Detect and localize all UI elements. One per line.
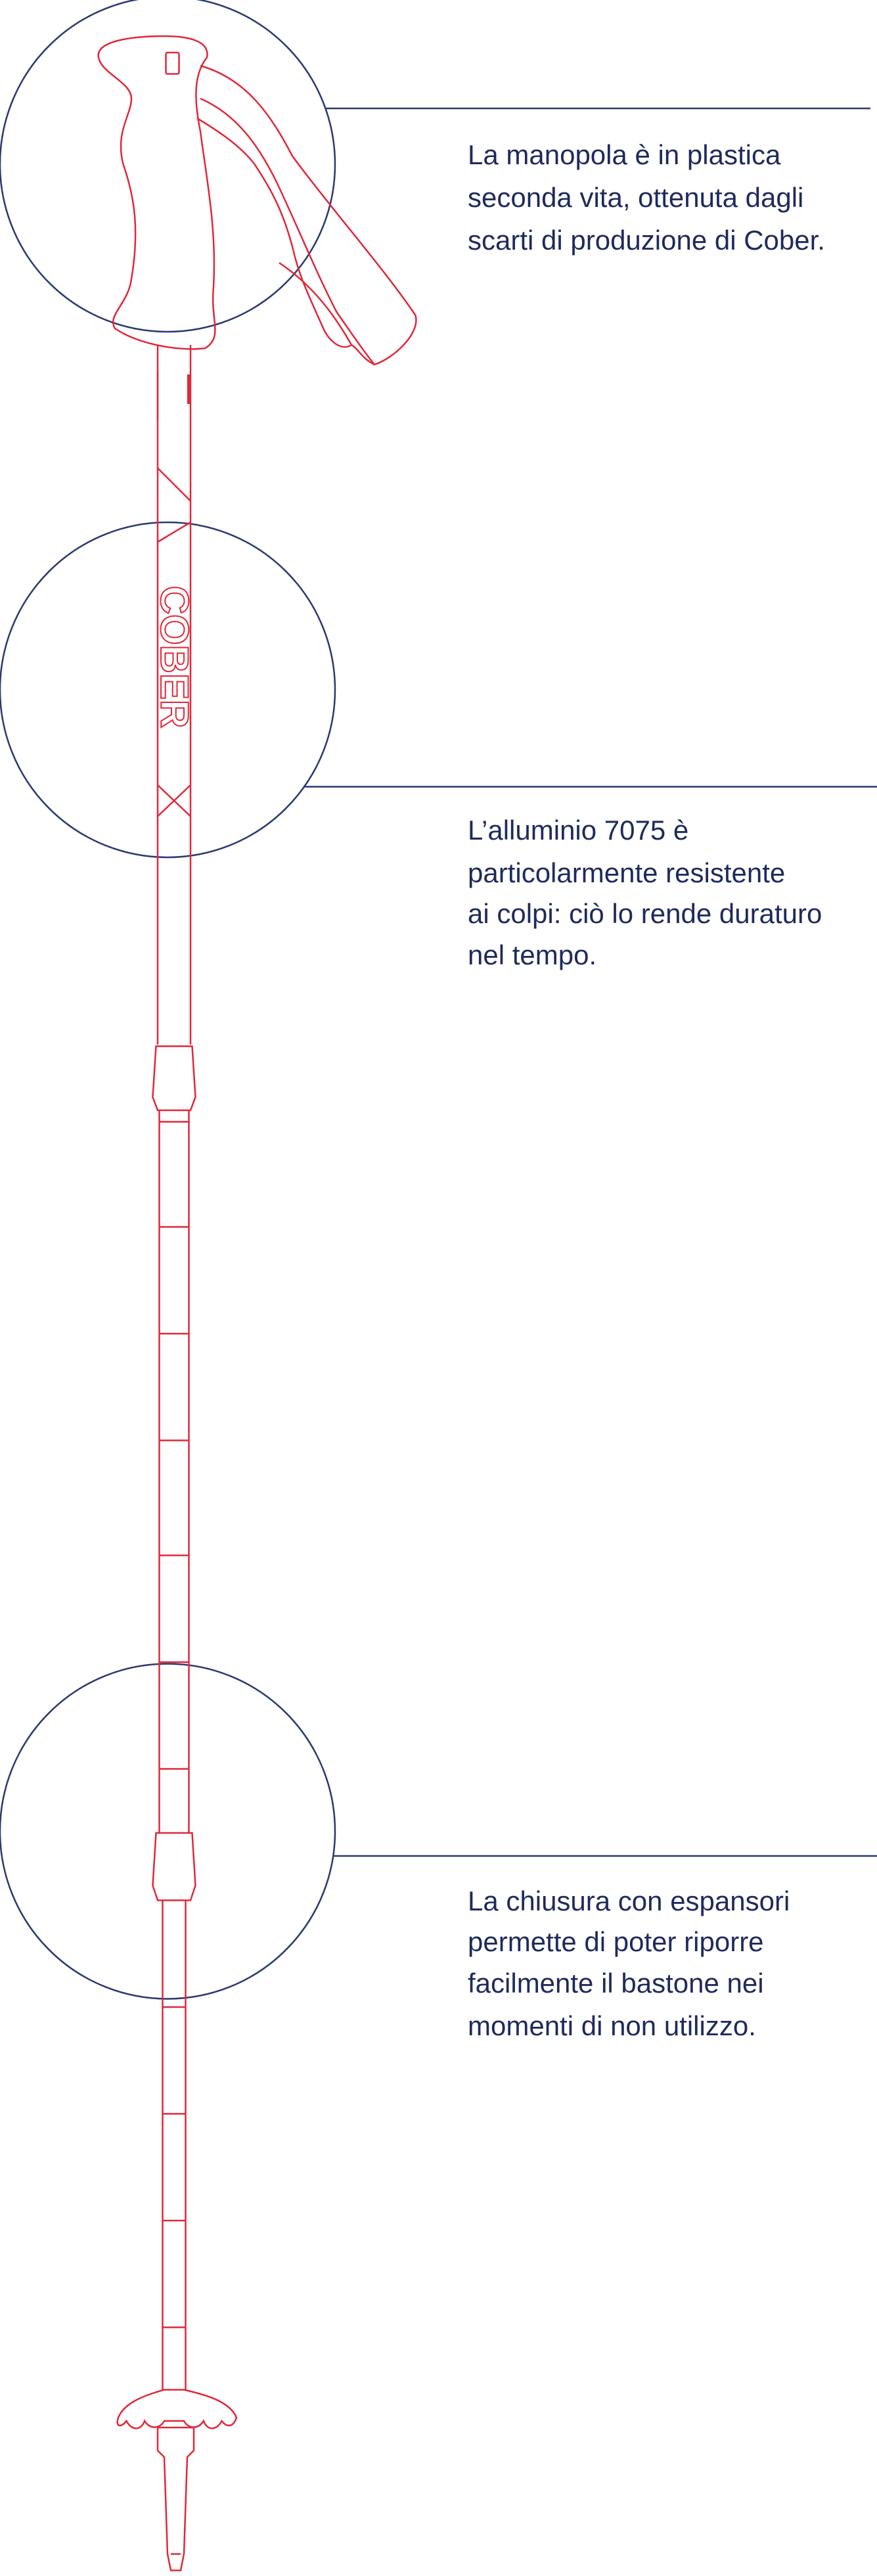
strap [196, 64, 417, 366]
callout-text: ai colpi: ciò lo rende duraturo [468, 898, 822, 929]
callout-text: particolarmente resistente [468, 857, 785, 888]
detail-circle [0, 1663, 336, 2000]
shaft-stripes [157, 467, 191, 817]
collar [152, 1832, 196, 1901]
shaft-segments [159, 1121, 189, 1770]
callout: La manopola è in plastica seconda vita, … [468, 139, 825, 256]
callout: La chiusura con espansori permette di po… [468, 1886, 790, 2041]
callout-text: scarti di produzione di Cober. [468, 225, 825, 256]
detail-circle [0, 0, 336, 333]
callout-text: nel tempo. [468, 939, 596, 970]
callout-text: facilmente il bastone nei [468, 1968, 764, 1999]
tip [156, 2426, 195, 2571]
mid-shaft [158, 1110, 190, 1833]
callout-text: La manopola è in plastica [468, 139, 781, 170]
callout-text: permette di poter riporre [468, 1926, 764, 1957]
callout-text: La chiusura con espansori [468, 1886, 790, 1916]
strap-inner [200, 97, 375, 365]
collar [152, 1045, 196, 1112]
basket [116, 2389, 238, 2429]
detail-circle [0, 521, 336, 859]
brand: COBER [152, 586, 196, 729]
grip [97, 35, 216, 350]
callout-text: L’alluminio 7075 è [468, 815, 688, 846]
callout-text: seconda vita, ottenuta dagli [468, 182, 803, 213]
grip-logo [165, 51, 180, 75]
lower-shaft [162, 1900, 187, 2390]
callout: L’alluminio 7075 è particolarmente resis… [468, 815, 822, 970]
shaft-segments [162, 2006, 186, 2328]
upper-shaft [156, 345, 192, 1045]
callout-text: momenti di non utilizzo. [468, 2010, 756, 2041]
